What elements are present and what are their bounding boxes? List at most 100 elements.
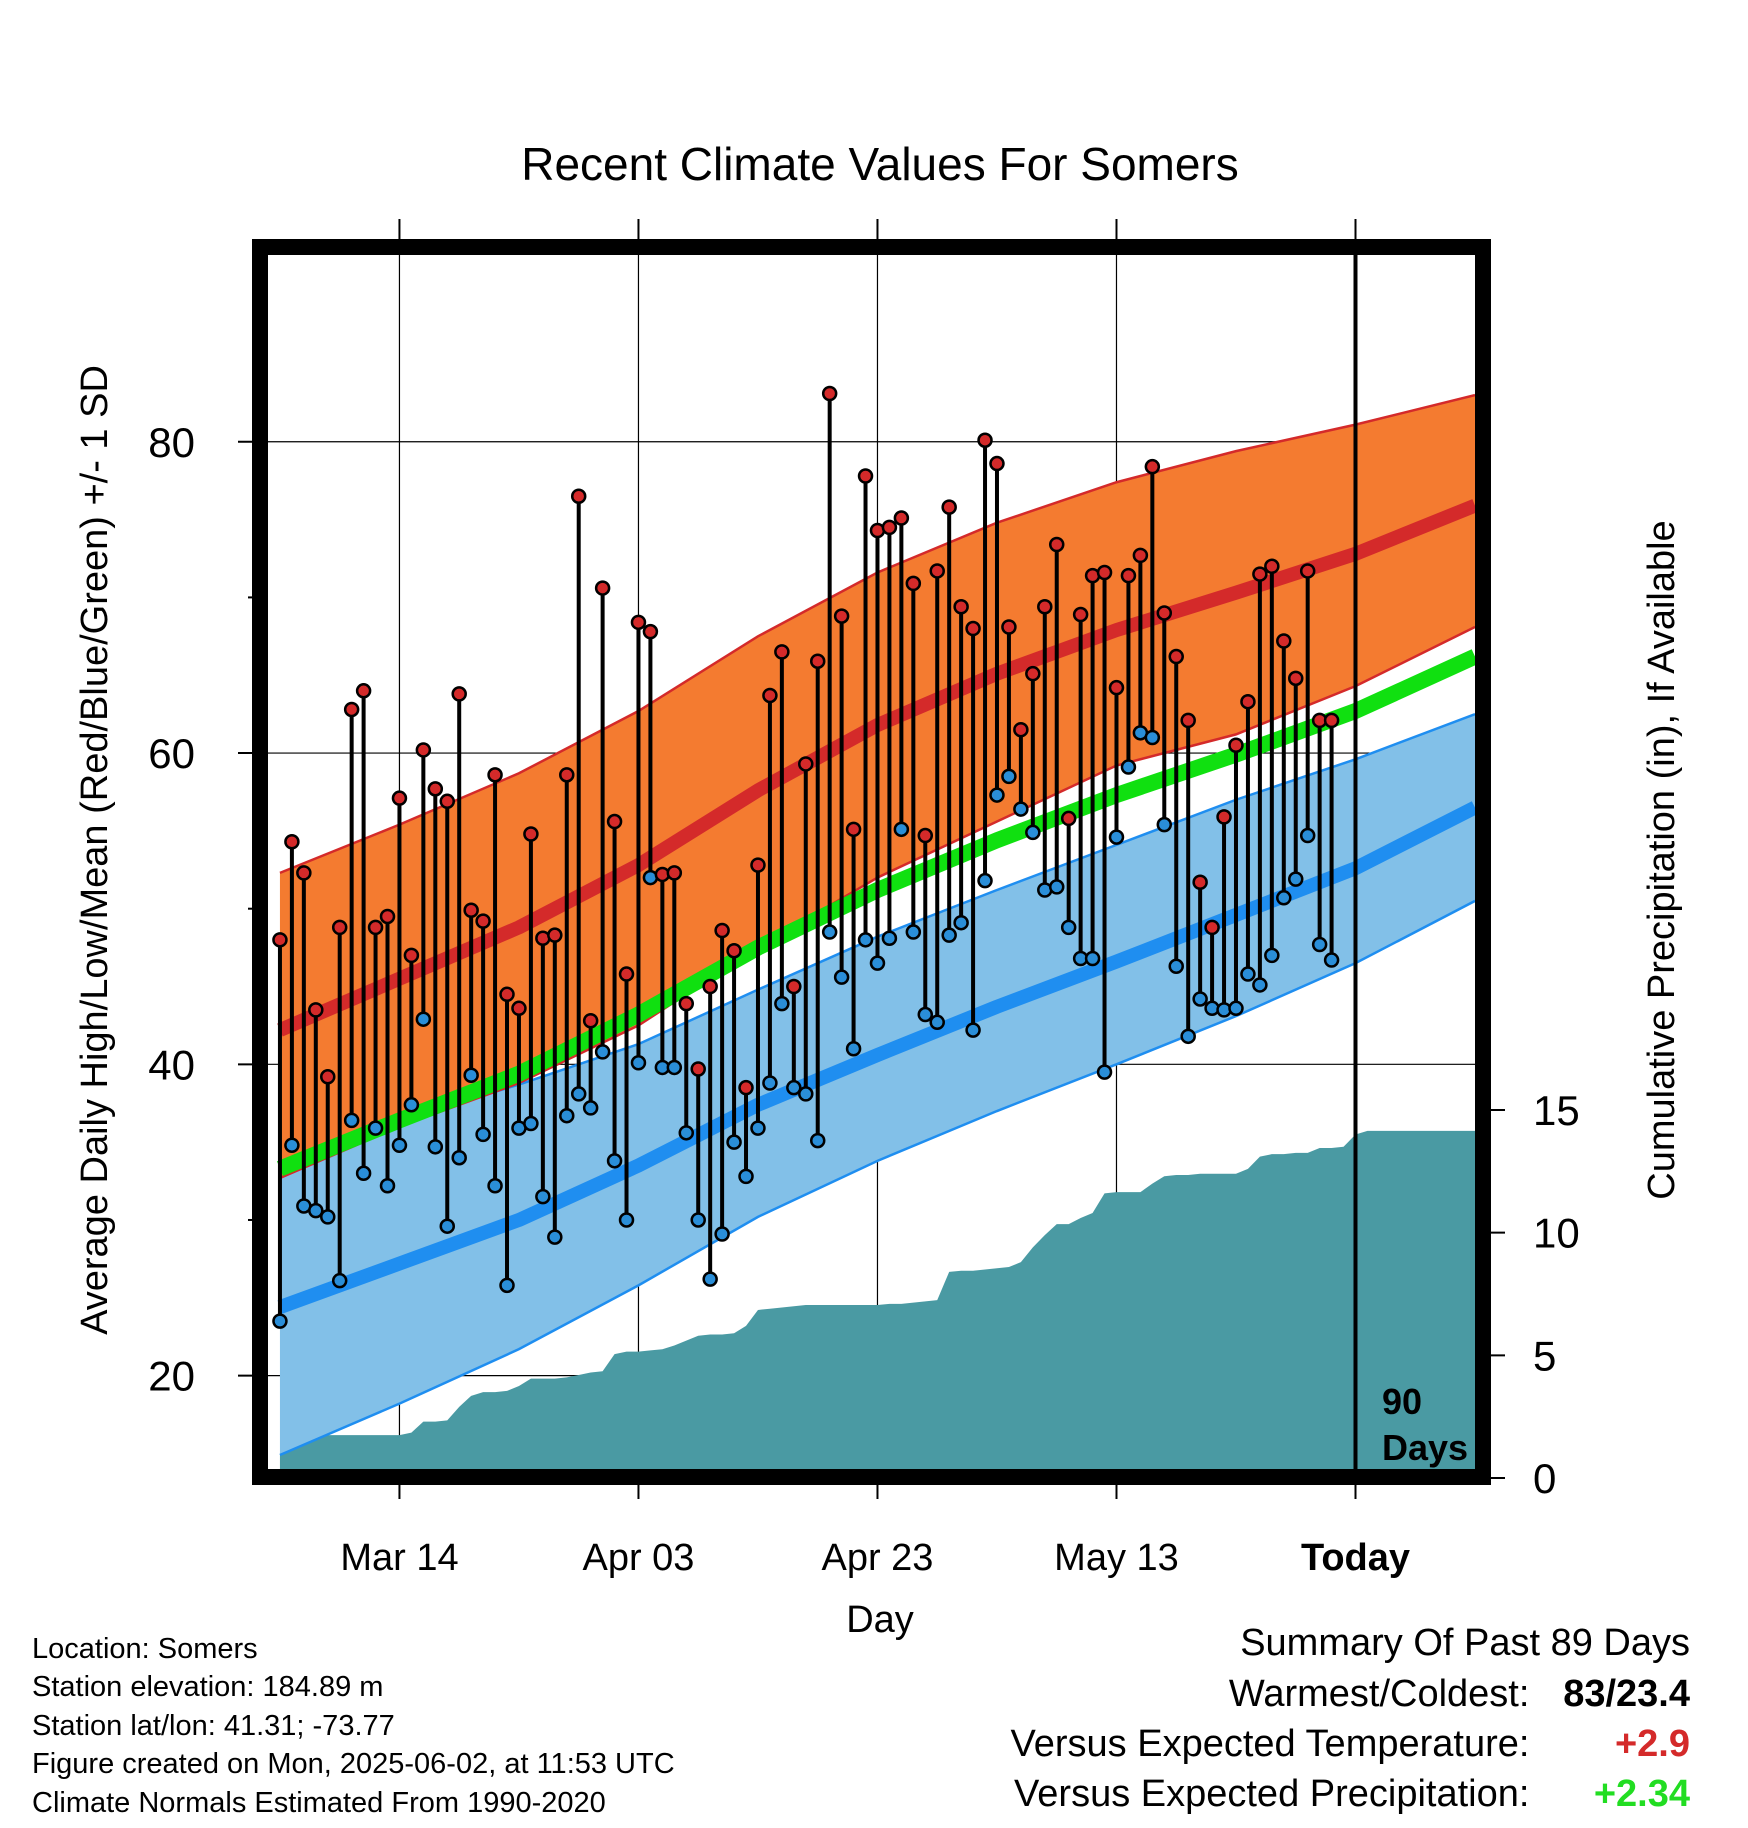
daily-low-point [1311,936,1328,953]
daily-high-point [893,510,910,526]
daily-low-point [582,1100,599,1116]
daily-low-point [666,1059,683,1076]
daily-high-point [1144,458,1161,475]
daily-high-point [618,966,635,982]
daily-high-point [798,756,814,772]
daily-high-point [1180,712,1196,729]
today-days-label: 90 [1382,1381,1422,1422]
daily-high-point [1037,598,1053,615]
daily-low-point [535,1188,551,1205]
daily-high-point [511,1000,527,1017]
daily-low-point [523,1115,539,1132]
daily-high-point [582,1013,599,1029]
daily-low-point [547,1229,563,1245]
daily-low-point [618,1212,635,1228]
daily-high-point [594,580,611,596]
summary-warm-cold: Warmest/Coldest: 83/23.4 [1229,1673,1690,1716]
footer-latlon: Station lat/lon: 41.31; -73.77 [32,1710,395,1742]
daily-low-point [391,1137,408,1154]
precip-area [279,1130,1475,1469]
temp-value: +2.9 [1614,1723,1690,1765]
daily-low-point [487,1177,503,1194]
daily-low-point [1001,768,1017,785]
y-tick-label: 20 [148,1353,195,1400]
daily-low-point [714,1226,730,1242]
daily-high-point [547,927,563,943]
daily-low-point [1060,919,1077,936]
daily-low-point [1144,729,1161,746]
daily-low-point [559,1107,575,1124]
daily-low-point [845,1041,862,1057]
daily-low-point [1264,947,1280,964]
daily-high-point [917,827,934,844]
daily-low-point [499,1277,515,1294]
daily-low-point [809,1132,826,1149]
plot-area: Mar 14 Apr 03 Apr 23 May 13 Today 20 40 60 80 0 5 1… [148,219,1580,1579]
daily-high-point [403,947,420,964]
daily-low-point [726,1134,742,1150]
daily-low-point [893,821,910,838]
daily-low-point [869,955,886,971]
daily-low-point [1228,1000,1244,1017]
daily-low-point [320,1209,336,1225]
daily-high-point [1228,737,1244,754]
low-normal-lower-edge [279,899,1475,1457]
daily-high-point [296,865,312,881]
daily-high-point [702,978,718,995]
daily-high-point [1060,810,1077,827]
daily-low-point [1276,890,1292,906]
y2-tick-label: 10 [1533,1210,1580,1257]
temp-label: Versus Expected Temperature: [1010,1723,1530,1765]
precip-value: +2.34 [1593,1773,1690,1815]
daily-low-point [1323,952,1340,968]
daily-high-point [953,598,969,615]
daily-high-point [523,826,539,842]
footer-location: Location: Somers [32,1633,258,1665]
daily-high-point [1204,919,1220,936]
daily-low-point [953,914,969,931]
daily-high-point [630,614,647,631]
daily-low-point [1156,816,1173,833]
daily-low-point [439,1218,456,1234]
daily-low-point [1048,879,1065,895]
daily-low-point [606,1153,623,1169]
daily-low-point [786,1079,802,1096]
daily-high-point [642,623,659,640]
daily-low-point [1120,759,1137,775]
daily-low-point [343,1112,360,1129]
daily-low-point [415,1011,432,1027]
daily-low-point [1299,827,1316,844]
chart-title: Recent Climate Values For Somers [521,138,1239,190]
daily-high-point [714,922,730,939]
daily-high-point [439,793,456,810]
daily-high-point [367,919,384,936]
precip-label: Versus Expected Precipitation: [1014,1773,1530,1815]
daily-high-point [786,978,802,995]
daily-high-point [1287,670,1304,687]
daily-low-point [738,1168,754,1185]
warm-cold-label: Warmest/Coldest: [1228,1673,1530,1715]
daily-high-point [1252,566,1268,582]
y-axis-label: Average Daily High/Low/Mean (Red/Blue/Gr… [74,365,116,1335]
daily-high-point [1299,563,1316,579]
daily-high-point [1013,721,1029,738]
daily-high-point [1192,874,1208,890]
y-tick-label: 40 [148,1041,195,1088]
daily-low-point [475,1126,491,1143]
daily-high-point [762,687,778,704]
warm-cold-value: 83/23.4 [1563,1673,1690,1715]
daily-high-point [774,644,790,660]
summary-temp: Versus Expected Temperature: +2.9 [1011,1723,1690,1766]
daily-high-point [690,1061,706,1077]
y2-tick-label: 5 [1533,1332,1556,1379]
daily-low-point [570,1086,587,1102]
daily-high-point [331,919,348,936]
daily-high-point [750,857,766,873]
daily-high-point [738,1079,754,1096]
y2-axis-label: Cumulative Precipitation (in), If Availa… [1641,520,1683,1199]
daily-high-point [427,781,444,797]
footer-elevation: Station elevation: 184.89 m [32,1671,384,1703]
daily-low-point [881,930,898,947]
daily-low-point [965,1022,981,1038]
daily-low-point [1025,824,1041,841]
